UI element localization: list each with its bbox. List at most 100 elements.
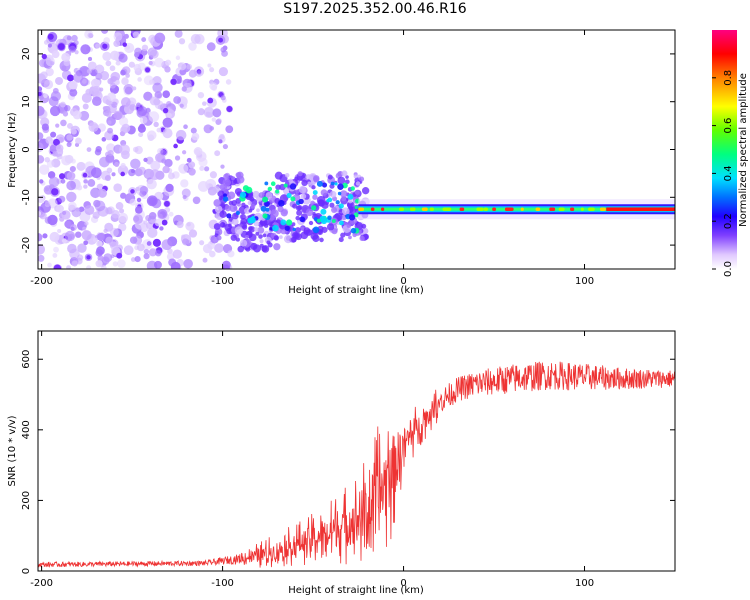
colorbar-ticks: 0.0 0.2 0.4 0.6 0.8: [712, 70, 734, 277]
noise-blob: [107, 149, 114, 157]
noise-blob: [75, 207, 80, 212]
noise-blob: [162, 90, 171, 99]
noise-blob: [49, 105, 61, 117]
transition-core: [270, 181, 276, 187]
transition-blob: [253, 220, 260, 227]
noise-blob: [64, 104, 71, 112]
noise-blob: [143, 220, 148, 225]
noise-blob: [96, 240, 103, 247]
noise-blob: [40, 71, 48, 79]
transition-blob: [262, 233, 267, 238]
noise-blob-strong: [47, 33, 54, 40]
noise-blob: [86, 265, 92, 269]
signal-peak: [476, 207, 484, 212]
noise-blob-strong: [53, 264, 62, 269]
noise-blob: [105, 153, 115, 163]
transition-core: [262, 213, 268, 219]
noise-blob: [99, 87, 104, 92]
noise-blob: [197, 91, 205, 99]
noise-blob: [222, 260, 231, 269]
transition-blob: [305, 229, 313, 236]
transition-blob: [214, 205, 223, 214]
transition-core: [348, 214, 356, 221]
noise-blob: [84, 205, 95, 216]
noise-blob: [129, 236, 138, 244]
noise-blob-strong: [41, 53, 47, 60]
noise-blob: [117, 259, 126, 268]
noise-blob: [202, 101, 207, 106]
transition-blob: [250, 242, 258, 250]
noise-blob: [39, 179, 44, 184]
noise-blob: [185, 221, 195, 231]
noise-blob: [129, 103, 137, 111]
noise-blob: [214, 243, 224, 253]
noise-blob: [69, 88, 78, 97]
noise-blob: [68, 45, 76, 53]
transition-blob: [295, 215, 300, 221]
noise-blob: [83, 184, 88, 189]
signal-peak: [429, 207, 434, 212]
noise-blob-strong: [130, 189, 135, 194]
signal-peak: [380, 207, 385, 212]
noise-blob: [44, 156, 50, 163]
transition-blob: [280, 209, 288, 217]
signal-peak: [504, 207, 514, 212]
transition-blob: [308, 220, 314, 226]
transition-blob: [340, 190, 348, 198]
transition-core: [239, 191, 247, 198]
noise-blob: [143, 91, 153, 101]
transition-blob: [253, 227, 259, 232]
noise-blob: [87, 61, 97, 71]
transition-core: [235, 211, 240, 216]
noise-blob: [51, 50, 60, 59]
noise-blob: [191, 132, 200, 141]
noise-blob: [197, 108, 205, 116]
noise-blob: [172, 249, 183, 259]
noise-blob: [46, 160, 55, 168]
noise-blob: [156, 127, 162, 133]
noise-blob: [162, 128, 173, 139]
noise-blob: [38, 155, 45, 164]
noise-blob: [113, 183, 122, 193]
transition-core: [347, 193, 354, 200]
noise-blob: [207, 63, 212, 68]
transition-blob: [241, 202, 246, 208]
noise-blob: [132, 146, 139, 153]
snr-frame: [37, 330, 676, 572]
noise-blob: [209, 171, 218, 179]
signal-peak: [409, 207, 416, 212]
noise-blob: [211, 84, 218, 91]
transition-core: [319, 215, 327, 223]
noise-blob: [120, 162, 126, 169]
noise-blob-strong: [164, 200, 170, 207]
signal-peak: [549, 207, 556, 212]
noise-blob: [47, 214, 58, 226]
transition-core: [337, 191, 342, 196]
noise-blob: [214, 150, 221, 157]
noise-blob: [183, 124, 188, 130]
transition-blob: [312, 194, 318, 200]
transition-core: [338, 203, 344, 209]
signal-peak: [520, 207, 524, 212]
transition-blob: [341, 207, 350, 216]
noise-blob: [117, 212, 129, 223]
noise-blob: [130, 257, 136, 262]
transition-core: [337, 183, 344, 190]
transition-blob: [255, 231, 260, 236]
noise-blob: [69, 165, 76, 173]
noise-blob: [107, 120, 112, 125]
noise-blob: [188, 42, 197, 51]
noise-blob-strong: [120, 171, 125, 177]
noise-blob: [111, 101, 118, 108]
noise-blob: [153, 260, 162, 269]
signal-peak: [599, 207, 606, 212]
colorbar-tick-label: 0.2: [723, 213, 734, 229]
noise-blob: [82, 226, 87, 231]
transition-blob: [270, 209, 279, 218]
noise-blob: [92, 211, 100, 219]
noise-blob: [111, 210, 120, 219]
transition-core: [312, 226, 320, 234]
noise-blob: [186, 63, 193, 70]
